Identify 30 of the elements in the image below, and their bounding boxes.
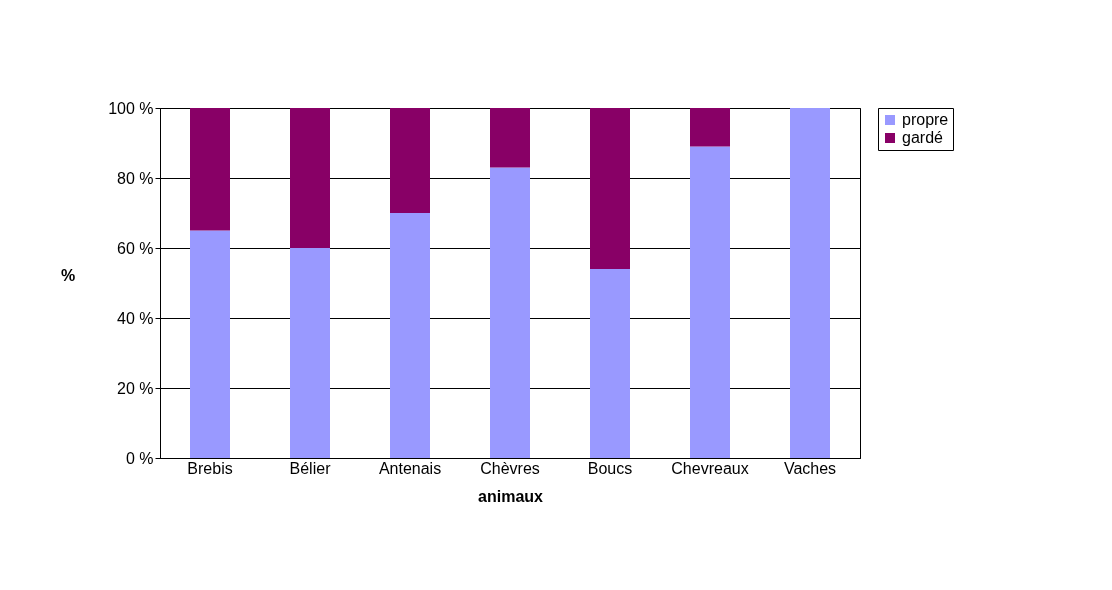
x-axis-title: animaux <box>478 487 544 505</box>
bar <box>790 108 830 458</box>
y-tick-label: 40 % <box>117 309 154 327</box>
x-tick-label: Chèvres <box>480 459 540 477</box>
bar <box>490 108 530 168</box>
bar <box>190 230 230 458</box>
x-tick-label: Bélier <box>289 459 332 477</box>
x-tick-label: Brebis <box>187 459 233 477</box>
bar <box>390 108 430 213</box>
bar <box>590 269 630 458</box>
bar <box>590 108 630 269</box>
bar <box>690 108 730 147</box>
y-tick-label: 0 % <box>125 449 154 467</box>
bar <box>190 108 230 231</box>
y-tick-label: 100 % <box>108 99 154 117</box>
bar <box>290 108 330 248</box>
y-axis-title: % <box>61 266 76 284</box>
x-tick-label: Vaches <box>783 459 837 477</box>
legend-label: gardé <box>902 129 944 146</box>
bar <box>490 167 530 458</box>
bar <box>690 146 730 458</box>
x-tick-label: Antenais <box>378 459 442 477</box>
y-tick-label: 60 % <box>117 239 154 257</box>
y-tick-label: 80 % <box>117 169 154 187</box>
bar <box>390 213 430 458</box>
y-tick-label: 20 % <box>117 379 154 397</box>
x-tick-label: Chevreaux <box>671 459 749 477</box>
legend-label: propre <box>902 111 949 128</box>
bar <box>290 248 330 458</box>
x-tick-label: Boucs <box>587 459 633 477</box>
